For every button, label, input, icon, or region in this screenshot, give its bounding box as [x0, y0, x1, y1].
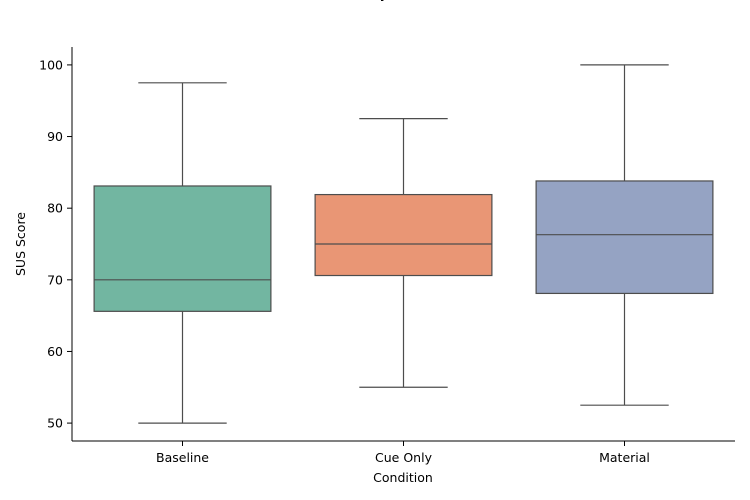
- y-tick-label: 60: [47, 344, 63, 359]
- box-body: [535, 180, 714, 295]
- y-ticks: 50 60 70 80 90 100: [39, 57, 72, 431]
- box-body: [93, 185, 272, 312]
- box-body: [314, 193, 493, 277]
- y-tick-label: 90: [47, 129, 63, 144]
- y-axis-label: SUS Score: [13, 212, 28, 276]
- plot-area: [93, 64, 714, 424]
- box-2: [314, 118, 493, 388]
- y-tick-label: 100: [39, 57, 63, 72]
- y-tick-label: 80: [47, 201, 63, 216]
- chart-title-partial: y: [380, 0, 388, 2]
- y-tick-label: 70: [47, 272, 63, 287]
- x-ticks: Baseline Cue Only Material: [156, 441, 650, 465]
- box-1: [93, 82, 272, 424]
- x-tick-label: Baseline: [156, 450, 209, 465]
- x-tick-label: Material: [599, 450, 650, 465]
- x-axis-label: Condition: [373, 470, 433, 485]
- y-tick-label: 50: [47, 416, 63, 431]
- box-3: [535, 64, 714, 406]
- x-tick-label: Cue Only: [375, 450, 433, 465]
